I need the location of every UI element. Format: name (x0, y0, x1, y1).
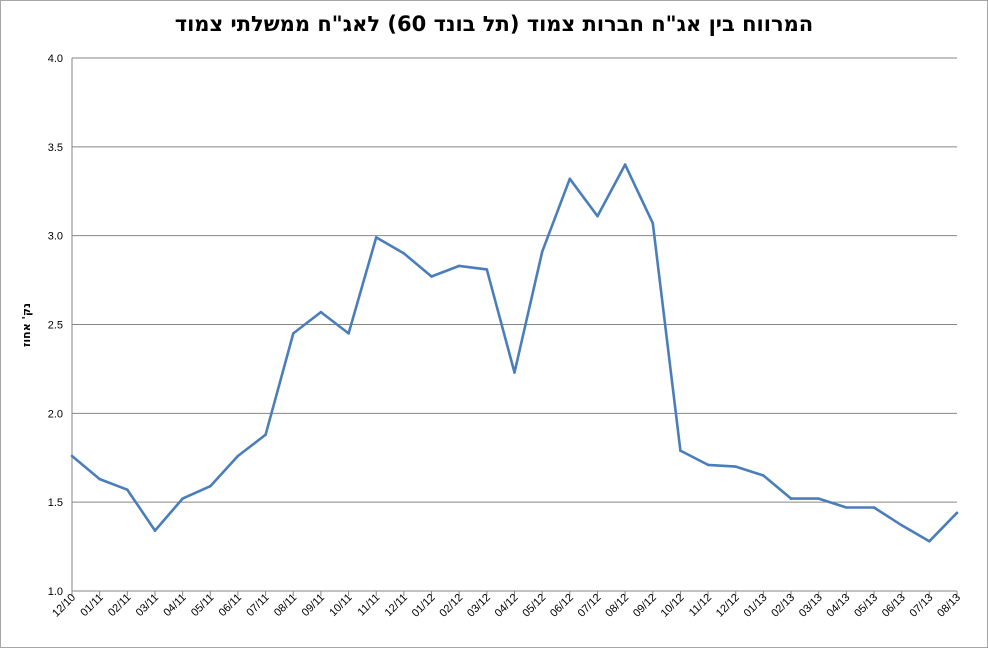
data-point (596, 214, 599, 218)
x-tick-label: 06/12 (548, 592, 576, 620)
x-tick-label: 04/13 (825, 592, 853, 620)
data-point (126, 488, 129, 492)
data-point (845, 506, 848, 509)
x-tick-label: 01/12 (410, 592, 438, 620)
data-point (679, 449, 682, 452)
x-tick-label: 02/13 (769, 592, 797, 620)
x-tick-label: 06/11 (217, 592, 244, 619)
data-point (70, 454, 74, 458)
x-tick-label: 10/12 (659, 592, 687, 620)
x-tick-label: 03/12 (465, 592, 493, 620)
data-point (623, 163, 627, 166)
data-point (789, 497, 793, 500)
x-tick-label: 04/11 (161, 592, 188, 619)
y-tick-label: 2.5 (48, 320, 63, 332)
data-point (900, 523, 903, 527)
x-tick-label: 08/11 (272, 592, 299, 619)
x-tick-label: 01/11 (78, 592, 105, 619)
x-tick-label: 05/13 (852, 592, 880, 620)
data-point (817, 497, 821, 500)
data-point (872, 506, 876, 509)
series-line (71, 163, 958, 543)
x-tick-label: 10/11 (327, 592, 354, 619)
data-point (319, 310, 323, 314)
data-point (955, 511, 959, 515)
y-axis-label: נק' אחוז (20, 303, 33, 347)
data-point (181, 497, 184, 500)
data-point (264, 433, 267, 436)
data-point (374, 236, 378, 239)
x-tick-label: 02/11 (106, 592, 133, 619)
data-point (734, 465, 738, 468)
data-point (347, 332, 350, 335)
x-tick-label: 11/12 (687, 592, 714, 619)
x-tick-label: 05/12 (520, 592, 548, 620)
x-tick-label: 07/11 (244, 592, 271, 619)
data-point (98, 477, 101, 481)
x-tick-label: 11/11 (356, 592, 383, 619)
data-point (540, 250, 544, 253)
x-tick-label: 08/12 (603, 592, 631, 620)
x-tick-label: 12/11 (383, 592, 410, 619)
x-tick-label: 09/11 (300, 592, 327, 619)
data-point (568, 177, 572, 181)
data-point (208, 484, 212, 488)
y-tick-label: 3.0 (48, 231, 63, 243)
data-point (651, 221, 655, 225)
data-point (928, 539, 931, 543)
x-tick-label: 06/13 (880, 592, 908, 620)
data-point (706, 463, 710, 467)
data-point (430, 275, 433, 278)
data-point (762, 474, 765, 477)
x-tick-label: 09/12 (631, 592, 659, 620)
data-point (153, 529, 157, 532)
y-tick-label: 3.5 (48, 142, 63, 154)
x-tick-label: 05/11 (189, 592, 216, 619)
x-tick-label: 07/13 (908, 592, 936, 620)
x-tick-label: 12/12 (714, 592, 742, 620)
y-tick-label: 1.5 (48, 497, 63, 509)
y-tick-label: 4.0 (48, 53, 63, 65)
x-tick-label: 08/13 (935, 592, 963, 620)
x-tick-label: 03/11 (134, 592, 161, 619)
x-tick-label: 04/12 (493, 592, 521, 620)
data-point (291, 332, 295, 335)
x-tick-label: 01/13 (742, 592, 770, 620)
x-tick-label: 07/12 (576, 592, 604, 620)
chart-title: המרווח בין אג"ח חברות צמוד (תל בונד 60) … (174, 12, 814, 36)
y-tick-label: 2.0 (48, 408, 63, 420)
data-point (513, 371, 516, 374)
data-point (457, 264, 461, 268)
y-tick-label: 1.0 (48, 586, 63, 598)
x-tick-label: 03/13 (797, 592, 825, 620)
data-point (485, 268, 489, 271)
data-point (236, 454, 240, 458)
x-tick-label: 02/12 (437, 592, 465, 620)
data-point (402, 252, 406, 255)
